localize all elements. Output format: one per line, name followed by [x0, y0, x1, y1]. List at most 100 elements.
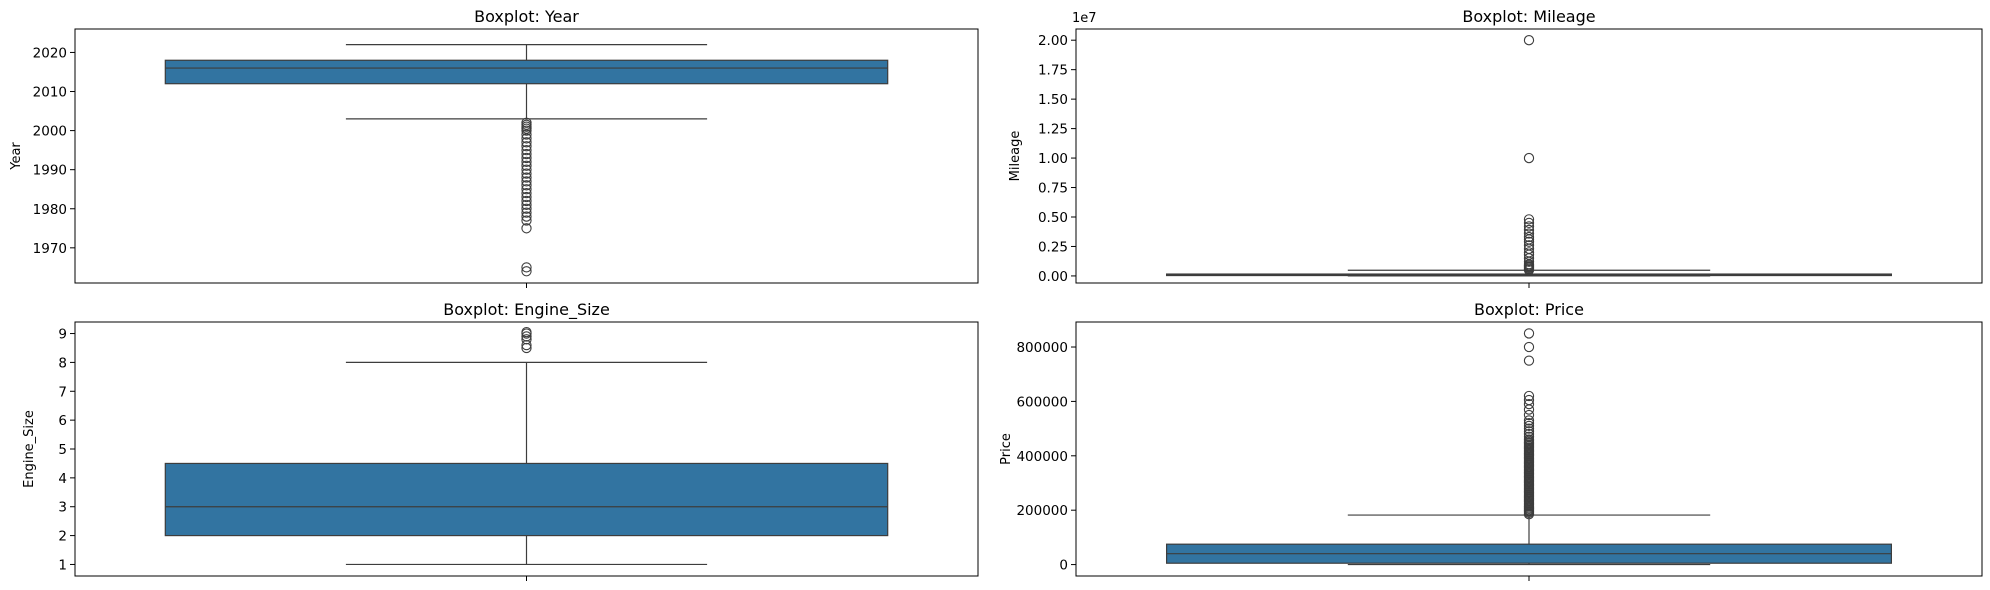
outlier-point	[521, 164, 532, 175]
outlier-point	[1523, 431, 1535, 442]
outlier-point	[1523, 418, 1535, 429]
outlier-point	[521, 141, 532, 152]
outlier-point	[1523, 224, 1535, 236]
y-tick-label: 1.50	[1038, 92, 1068, 108]
outlier-point	[521, 199, 532, 210]
y-tick-label: 4	[58, 471, 67, 487]
outlier-point	[521, 207, 532, 218]
outlier-point	[521, 334, 532, 345]
outlier-point	[1523, 214, 1535, 225]
y-tick-label: 200000	[1016, 503, 1068, 519]
outlier-point	[521, 262, 532, 273]
outlier-point	[521, 137, 532, 148]
y-tick-label: 1990	[33, 163, 67, 179]
y-tick-label: 0.00	[1038, 269, 1068, 285]
y-tick-label: 5	[58, 442, 67, 458]
chart-title: Boxplot: Price	[1474, 300, 1584, 319]
outlier-point	[1523, 217, 1535, 229]
chart-panel-2: Boxplot: Mileage Mileage 1e7 0.00 0.25 0.50 0.…	[1008, 7, 1983, 288]
outlier-point	[1523, 423, 1535, 434]
y-tick-label: 7	[58, 384, 67, 400]
y-tick-label: 1.00	[1038, 151, 1068, 167]
outlier-point	[521, 211, 532, 222]
y-tick-label: 8	[58, 355, 67, 371]
outlier-point	[1523, 240, 1535, 251]
axes-frame	[74, 321, 979, 577]
outlier-point	[521, 176, 532, 187]
outlier-point	[521, 223, 532, 234]
outlier-point	[1523, 328, 1535, 339]
outlier-point	[1523, 390, 1535, 402]
y-tick-label: 600000	[1016, 394, 1068, 410]
y-tick-label: 1.25	[1038, 122, 1068, 138]
outlier-point	[521, 168, 532, 179]
outlier-point	[1523, 228, 1535, 239]
chart-title: Boxplot: Engine_Size	[443, 300, 610, 320]
chart-panel-3: Boxplot: Engine_Size Engine_Size 1 2 3 4 5 6 7 8 9	[22, 300, 979, 581]
outlier-point	[521, 129, 532, 140]
outlier-point	[1523, 420, 1535, 432]
outlier-point	[521, 152, 532, 164]
axes-frame	[1075, 28, 1983, 284]
outlier-point	[1523, 398, 1535, 410]
outlier-point	[1523, 409, 1535, 421]
y-axis-offset-label: 1e7	[1072, 11, 1097, 26]
outlier-point	[521, 191, 532, 203]
y-tick-label: 2	[58, 529, 67, 545]
y-tick-label: 0.50	[1038, 210, 1068, 226]
outlier-point	[1523, 355, 1535, 366]
outlier-point	[1523, 415, 1535, 426]
iqr-box	[164, 59, 889, 85]
y-tick-label: 3	[58, 500, 67, 516]
y-axis-label: Price	[999, 433, 1014, 465]
y-tick-label: 1970	[33, 241, 67, 257]
outlier-point	[1523, 236, 1535, 247]
outlier-point	[521, 156, 532, 168]
y-axis-label: Year	[9, 142, 24, 171]
outlier-point	[521, 195, 532, 207]
outlier-point	[521, 215, 532, 226]
outlier-point	[1523, 152, 1535, 164]
outlier-point	[521, 133, 532, 144]
outlier-point	[1523, 247, 1535, 258]
y-tick-label: 1.75	[1038, 63, 1068, 79]
outlier-point	[521, 160, 532, 171]
y-tick-label: 0.75	[1038, 181, 1068, 197]
outlier-point	[1523, 404, 1535, 415]
chart-panel-1: Boxplot: Year Year 1970 1980 1990 2000 2010 202…	[9, 7, 979, 288]
y-tick-label: 1	[58, 557, 67, 573]
y-tick-label: 6	[58, 413, 67, 429]
axes-frame	[74, 28, 979, 284]
outlier-point	[521, 180, 532, 191]
y-axis-label: Engine_Size	[22, 410, 37, 488]
y-tick-label: 9	[58, 327, 67, 343]
iqr-box	[164, 462, 889, 537]
y-tick-label: 400000	[1016, 449, 1068, 465]
outlier-point	[521, 326, 532, 338]
outlier-point	[521, 184, 532, 195]
chart-panel-4: Boxplot: Price Price 0 200000 400000 600000 80…	[999, 300, 1983, 581]
outlier-point	[521, 187, 532, 199]
axes-frame	[1075, 321, 1983, 577]
outlier-point	[521, 266, 532, 277]
y-tick-label: 2020	[33, 45, 67, 61]
y-tick-label: 2000	[33, 124, 67, 140]
outlier-point	[1523, 35, 1535, 46]
outlier-point	[521, 203, 532, 214]
y-tick-label: 2.00	[1038, 33, 1068, 49]
outlier-point	[521, 125, 532, 136]
outlier-point	[521, 172, 532, 183]
outlier-point	[1523, 341, 1535, 353]
outlier-point	[521, 144, 532, 156]
outlier-point	[521, 148, 532, 160]
y-tick-label: 1980	[33, 202, 67, 218]
y-tick-label: 800000	[1016, 340, 1068, 356]
chart-title: Boxplot: Mileage	[1462, 7, 1595, 26]
y-axis-label: Mileage	[1008, 131, 1023, 182]
outlier-point	[1523, 428, 1535, 440]
outlier-point	[1523, 221, 1535, 232]
y-tick-label: 2010	[33, 85, 67, 101]
outlier-point	[521, 331, 532, 342]
y-tick-label: 0.25	[1038, 239, 1068, 255]
